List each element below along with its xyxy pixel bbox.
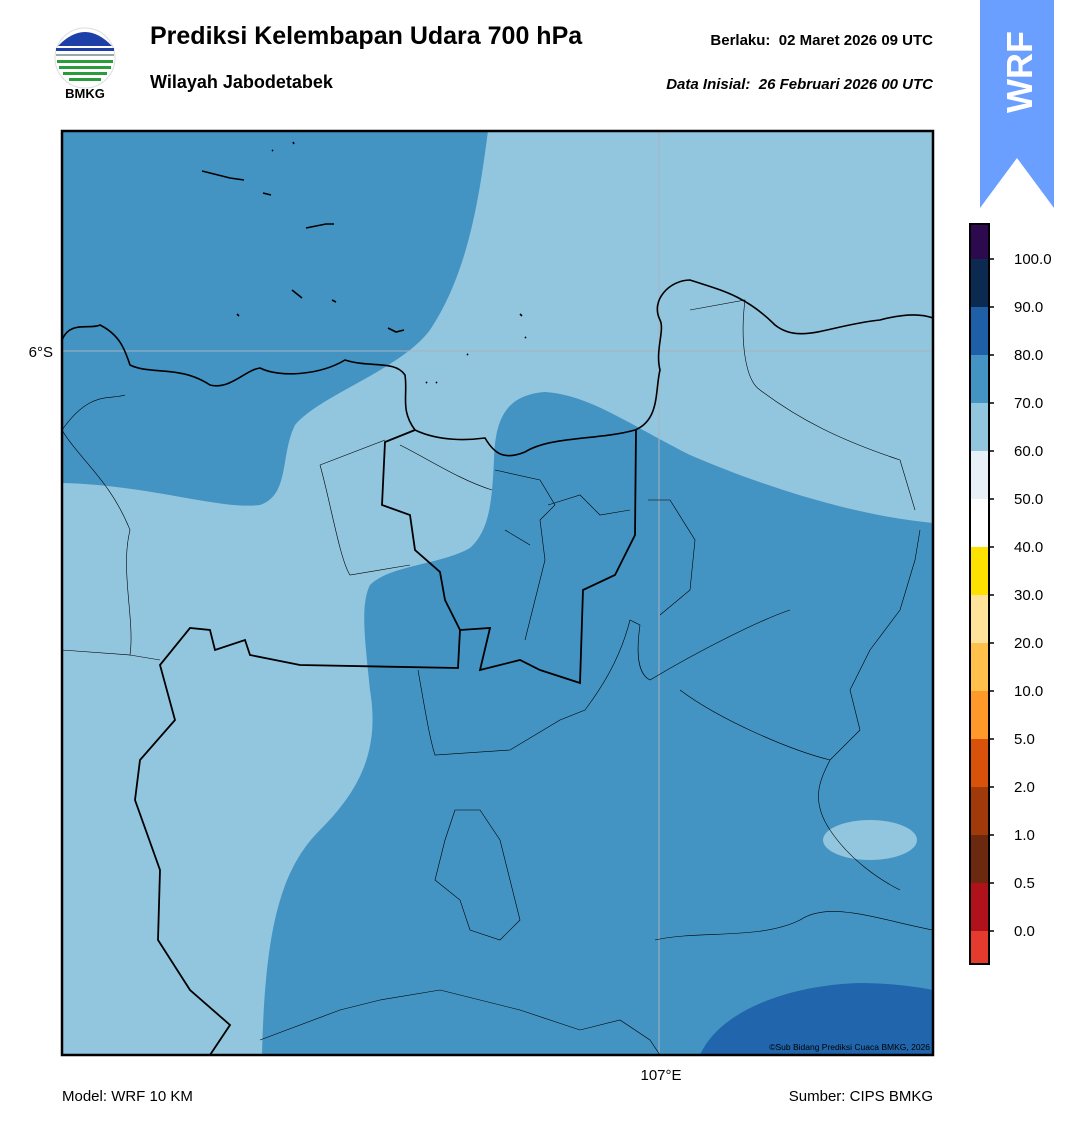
badge-label: WRF <box>999 31 1040 113</box>
colorbar-label: 2.0 <box>1014 779 1035 796</box>
lat-label: 6°S <box>29 344 53 361</box>
colorbar-label: 40.0 <box>1014 539 1043 556</box>
colorbar-swatch <box>970 643 989 691</box>
lon-label: 107°E <box>640 1067 681 1084</box>
colorbar-label: 5.0 <box>1014 731 1035 748</box>
humidity-60-70 <box>823 820 917 860</box>
colorbar-frame <box>969 223 990 965</box>
colorbar-swatch <box>970 595 989 643</box>
colorbar-swatch <box>970 259 989 307</box>
colorbar-label: 50.0 <box>1014 491 1043 508</box>
colorbar-swatch <box>970 883 989 931</box>
colorbar-label: 10.0 <box>1014 683 1043 700</box>
humidity-80-90 <box>700 983 933 1055</box>
colorbar-label: 0.5 <box>1014 875 1035 892</box>
title: Prediksi Kelembapan Udara 700 hPa <box>150 22 583 50</box>
colorbar-swatch <box>970 931 989 964</box>
wrf-badge: WRF <box>980 0 1054 208</box>
colorbar-label: 90.0 <box>1014 299 1043 316</box>
subtitle: Wilayah Jabodetabek <box>150 72 334 92</box>
colorbar-label: 100.0 <box>1014 251 1052 268</box>
colorbar-label: 0.0 <box>1014 923 1035 940</box>
map-frame <box>60 129 935 1057</box>
province-border <box>459 429 637 685</box>
colorbar: 100.0 90.0 80.0 70.0 60.0 50.0 40.0 30.0 20.0 10.… <box>969 223 1052 965</box>
colorbar-swatch <box>970 835 989 883</box>
colorbar-swatch <box>970 355 989 403</box>
valid-time: Berlaku: 02 Maret 2026 09 UTC <box>710 32 933 49</box>
colorbar-swatch <box>970 787 989 835</box>
colorbar-swatch <box>970 451 989 499</box>
colorbar-swatch <box>970 691 989 739</box>
source-label: Sumber: CIPS BMKG <box>789 1088 933 1105</box>
colorbar-label: 1.0 <box>1014 827 1035 844</box>
logo: BMKG <box>54 27 116 101</box>
colorbar-swatch <box>970 403 989 451</box>
province-border <box>134 429 461 1055</box>
colorbar-swatch <box>970 739 989 787</box>
logo-label: BMKG <box>65 86 105 101</box>
humidity-60-70 <box>62 131 933 1055</box>
colorbar-label: 30.0 <box>1014 587 1043 604</box>
colorbar-swatch <box>970 499 989 547</box>
coastline <box>62 279 933 457</box>
map: ©Sub Bidang Prediksi Cuaca BMKG, 2026 6°… <box>29 129 935 1084</box>
colorbar-label: 80.0 <box>1014 347 1043 364</box>
credit: ©Sub Bidang Prediksi Cuaca BMKG, 2026 <box>769 1042 930 1052</box>
colorbar-label: 70.0 <box>1014 395 1043 412</box>
regency-border <box>62 299 933 1055</box>
colorbar-swatch <box>970 224 989 259</box>
colorbar-swatch <box>970 307 989 355</box>
model-label: Model: WRF 10 KM <box>62 1088 193 1105</box>
init-time: Data Inisial: 26 Februari 2026 00 UTC <box>666 76 934 93</box>
islands <box>201 141 527 384</box>
colorbar-label: 60.0 <box>1014 443 1043 460</box>
colorbar-label: 20.0 <box>1014 635 1043 652</box>
colorbar-swatch <box>970 547 989 595</box>
